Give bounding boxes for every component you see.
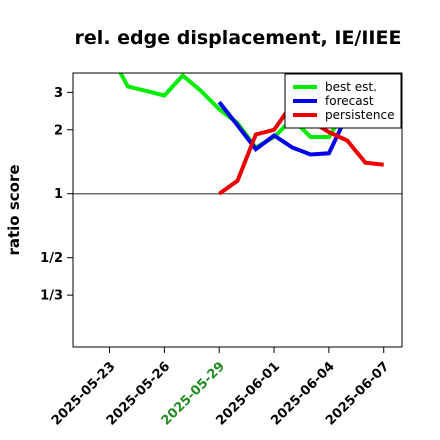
y-tick-label: 2 [54, 123, 63, 138]
chart-title: rel. edge displacement, IE/IIEE [75, 27, 402, 49]
legend-label: forecast [325, 94, 374, 108]
x-axis: 2025-05-232025-05-262025-05-292025-06-01… [49, 347, 393, 429]
y-axis: 3 2 1 1/2 1/3 [40, 86, 73, 304]
legend-label: persistence [325, 108, 394, 122]
plot-frame [72, 72, 403, 348]
y-tick-label: 1/3 [40, 289, 63, 304]
y-tick-label: 1/2 [40, 251, 63, 266]
y-tick-label: 3 [54, 86, 63, 101]
y-axis-label: ratio score [5, 164, 23, 255]
legend-label: best est. [325, 80, 377, 94]
y-tick-label: 1 [54, 187, 63, 202]
